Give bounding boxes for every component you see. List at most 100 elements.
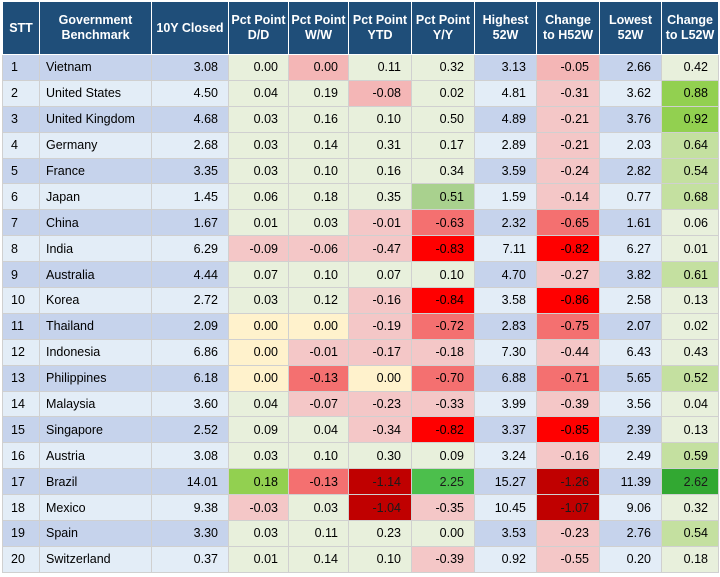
cell-closed: 4.68 bbox=[151, 105, 229, 133]
cell-country: Germany bbox=[39, 131, 152, 159]
table-row[interactable]: 13 Philippines 6.18 0.00 -0.13 0.00 -0.70 6.88-… bbox=[2, 364, 719, 392]
cell-ytd: -0.17 bbox=[348, 338, 412, 366]
cell-country: United States bbox=[39, 79, 152, 107]
table-row[interactable]: 16 Austria 3.08 0.03 0.10 0.30 0.09 3.24 -0.16 2.… bbox=[2, 442, 719, 470]
header-yy[interactable]: Pct Point Y/Y bbox=[411, 1, 475, 55]
cell-low52w: 11.39 bbox=[599, 468, 662, 496]
cell-chg-l52w: 0.06 bbox=[661, 209, 719, 237]
cell-low52w: 0.20 bbox=[599, 545, 662, 573]
cell-chg-h52w: -0.31 bbox=[536, 79, 600, 107]
cell-chg-h52w: -0.23 bbox=[536, 520, 600, 547]
cell-chg-h52w: -1.07 bbox=[536, 494, 600, 522]
header-change-l52w[interactable]: Change to L52W bbox=[661, 1, 719, 55]
cell-closed: 2.09 bbox=[151, 312, 229, 340]
table-row[interactable]: 15 Singapore 2.52 0.09 0.04 -0.34 -0.82 3.37 -0.… bbox=[2, 416, 719, 444]
cell-ytd: -1.14 bbox=[348, 468, 412, 496]
cell-yy: -0.84 bbox=[411, 287, 475, 314]
cell-stt: 11 bbox=[2, 312, 40, 340]
cell-stt: 6 bbox=[2, 183, 40, 211]
cell-low52w: 1.61 bbox=[599, 209, 662, 237]
cell-yy: 0.17 bbox=[411, 131, 475, 159]
cell-high52w: 3.24 bbox=[474, 442, 537, 470]
cell-stt: 15 bbox=[2, 416, 40, 444]
cell-chg-l52w: 0.02 bbox=[661, 312, 719, 340]
table-row[interactable]: 12 Indonesia 6.86 0.00 -0.01 -0.17 -0.18 7.30 -0… bbox=[2, 338, 719, 366]
cell-closed: 14.01 bbox=[151, 468, 229, 496]
cell-stt: 13 bbox=[2, 364, 40, 392]
cell-high52w: 15.27 bbox=[474, 468, 537, 496]
cell-low52w: 3.62 bbox=[599, 79, 662, 107]
cell-dd: 0.00 bbox=[228, 54, 289, 81]
cell-ww: 0.00 bbox=[288, 312, 349, 340]
cell-ytd: -0.47 bbox=[348, 235, 412, 263]
table-row[interactable]: 19 Spain 3.30 0.03 0.11 0.23 0.00 3.53 -0.23 2.76… bbox=[2, 520, 719, 547]
table-row[interactable]: 20 Switzerland 0.37 0.01 0.14 0.10 -0.39 0.92 -0… bbox=[2, 545, 719, 573]
table-row[interactable]: 9 Australia 4.44 0.07 0.10 0.07 0.10 4.70 -0.27 3… bbox=[2, 261, 719, 289]
cell-ww: 0.16 bbox=[288, 105, 349, 133]
cell-stt: 5 bbox=[2, 157, 40, 185]
table-row[interactable]: 18 Mexico 9.38 -0.03 0.03 -1.04 -0.35 10.45 -1.0… bbox=[2, 494, 719, 522]
cell-chg-h52w: -0.82 bbox=[536, 235, 600, 263]
cell-dd: 0.04 bbox=[228, 79, 289, 107]
cell-high52w: 6.88 bbox=[474, 364, 537, 392]
cell-ytd: 0.10 bbox=[348, 545, 412, 573]
header-ww[interactable]: Pct Point W/W bbox=[288, 1, 349, 55]
cell-low52w: 2.76 bbox=[599, 520, 662, 547]
cell-dd: 0.01 bbox=[228, 209, 289, 237]
table-row[interactable]: 14 Malaysia 3.60 0.04 -0.07 -0.23 -0.33 3.99 -0.… bbox=[2, 390, 719, 418]
cell-chg-h52w: -0.24 bbox=[536, 157, 600, 185]
cell-stt: 4 bbox=[2, 131, 40, 159]
cell-ww: 0.12 bbox=[288, 287, 349, 314]
cell-country: Singapore bbox=[39, 416, 152, 444]
cell-dd: 0.03 bbox=[228, 520, 289, 547]
cell-closed: 2.68 bbox=[151, 131, 229, 159]
table-row[interactable]: 4 Germany 2.68 0.03 0.14 0.31 0.17 2.89 -0.21 2.0… bbox=[2, 131, 719, 159]
cell-country: Indonesia bbox=[39, 338, 152, 366]
cell-high52w: 3.58 bbox=[474, 287, 537, 314]
table-row[interactable]: 6 Japan 1.45 0.06 0.18 0.35 0.51 1.59 -0.14 0.77 0… bbox=[2, 183, 719, 211]
cell-ytd: -0.23 bbox=[348, 390, 412, 418]
header-ytd[interactable]: Pct Point YTD bbox=[348, 1, 412, 55]
cell-ytd: 0.00 bbox=[348, 364, 412, 392]
cell-chg-h52w: -0.75 bbox=[536, 312, 600, 340]
cell-high52w: 2.89 bbox=[474, 131, 537, 159]
table-row[interactable]: 5 France 3.35 0.03 0.10 0.16 0.34 3.59 -0.24 2.82… bbox=[2, 157, 719, 185]
cell-ww: -0.01 bbox=[288, 338, 349, 366]
cell-chg-l52w: 0.61 bbox=[661, 261, 719, 289]
cell-dd: -0.03 bbox=[228, 494, 289, 522]
header-change-h52w[interactable]: Change to H52W bbox=[536, 1, 600, 55]
cell-low52w: 3.56 bbox=[599, 390, 662, 418]
table-row[interactable]: 1 Vietnam 3.08 0.00 0.00 0.11 0.32 3.13 -0.05 2.6… bbox=[2, 54, 719, 81]
cell-country: United Kingdom bbox=[39, 105, 152, 133]
header-10y-closed[interactable]: 10Y Closed bbox=[151, 1, 229, 55]
table-row[interactable]: 7 China 1.67 0.01 0.03 -0.01 -0.63 2.32 -0.65 1.6… bbox=[2, 209, 719, 237]
cell-chg-h52w: -0.21 bbox=[536, 131, 600, 159]
cell-ww: -0.07 bbox=[288, 390, 349, 418]
header-benchmark[interactable]: Government Benchmark bbox=[39, 1, 152, 55]
cell-chg-l52w: 2.62 bbox=[661, 468, 719, 496]
table-row[interactable]: 8 India 6.29 -0.09 -0.06 -0.47 -0.83 7.11 -0.82 6… bbox=[2, 235, 719, 263]
cell-high52w: 4.70 bbox=[474, 261, 537, 289]
table-row[interactable]: 10 Korea 2.72 0.03 0.12 -0.16 -0.84 3.58 -0.86 2.… bbox=[2, 287, 719, 314]
cell-low52w: 2.58 bbox=[599, 287, 662, 314]
cell-ww: 0.14 bbox=[288, 131, 349, 159]
cell-dd: 0.09 bbox=[228, 416, 289, 444]
header-stt[interactable]: STT bbox=[2, 1, 40, 55]
cell-ytd: -1.04 bbox=[348, 494, 412, 522]
cell-yy: -0.39 bbox=[411, 545, 475, 573]
cell-yy: 0.34 bbox=[411, 157, 475, 185]
cell-ww: -0.13 bbox=[288, 468, 349, 496]
cell-ytd: -0.19 bbox=[348, 312, 412, 340]
table-row[interactable]: 3 United Kingdom 4.68 0.03 0.16 0.10 0.50 4.89-… bbox=[2, 105, 719, 133]
cell-yy: -0.33 bbox=[411, 390, 475, 418]
cell-dd: 0.00 bbox=[228, 364, 289, 392]
header-highest-52w[interactable]: Highest 52W bbox=[474, 1, 537, 55]
cell-stt: 7 bbox=[2, 209, 40, 237]
table-row[interactable]: 17 Brazil 14.01 0.18 -0.13 -1.14 2.25 15.27 -1.2… bbox=[2, 468, 719, 496]
header-lowest-52w[interactable]: Lowest 52W bbox=[599, 1, 662, 55]
cell-country: France bbox=[39, 157, 152, 185]
table-row[interactable]: 11 Thailand 2.09 0.00 0.00 -0.19 -0.72 2.83 -0.7… bbox=[2, 312, 719, 340]
header-dd[interactable]: Pct Point D/D bbox=[228, 1, 289, 55]
cell-chg-h52w: -0.85 bbox=[536, 416, 600, 444]
table-row[interactable]: 2 United States 4.50 0.04 0.19 -0.08 0.02 4.81-… bbox=[2, 79, 719, 107]
